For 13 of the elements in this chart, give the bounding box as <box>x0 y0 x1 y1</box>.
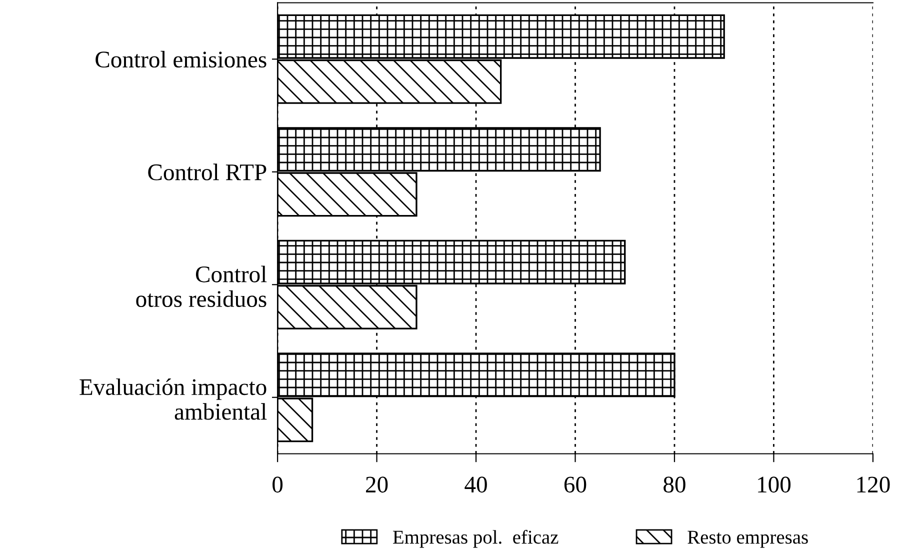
x-tick-label: 20 <box>366 476 388 493</box>
x-tick-label: 120 <box>857 476 890 493</box>
y-tick-label: Control otros residuos <box>136 266 267 308</box>
legend-label: Resto empresas <box>688 530 808 548</box>
x-tick-label: 0 <box>272 476 283 493</box>
x-tick-label: 100 <box>758 476 791 493</box>
x-tick-label: 40 <box>464 476 487 493</box>
x-tick-label: 80 <box>664 476 686 493</box>
y-tick-label: Control RTP <box>148 164 266 180</box>
y-tick-label: Evaluación impacto ambiental <box>80 378 267 420</box>
y-tick-label: Control emisiones <box>96 50 266 68</box>
x-tick-label: 60 <box>564 476 586 493</box>
legend-label: Empresas pol. eficaz <box>393 530 558 548</box>
